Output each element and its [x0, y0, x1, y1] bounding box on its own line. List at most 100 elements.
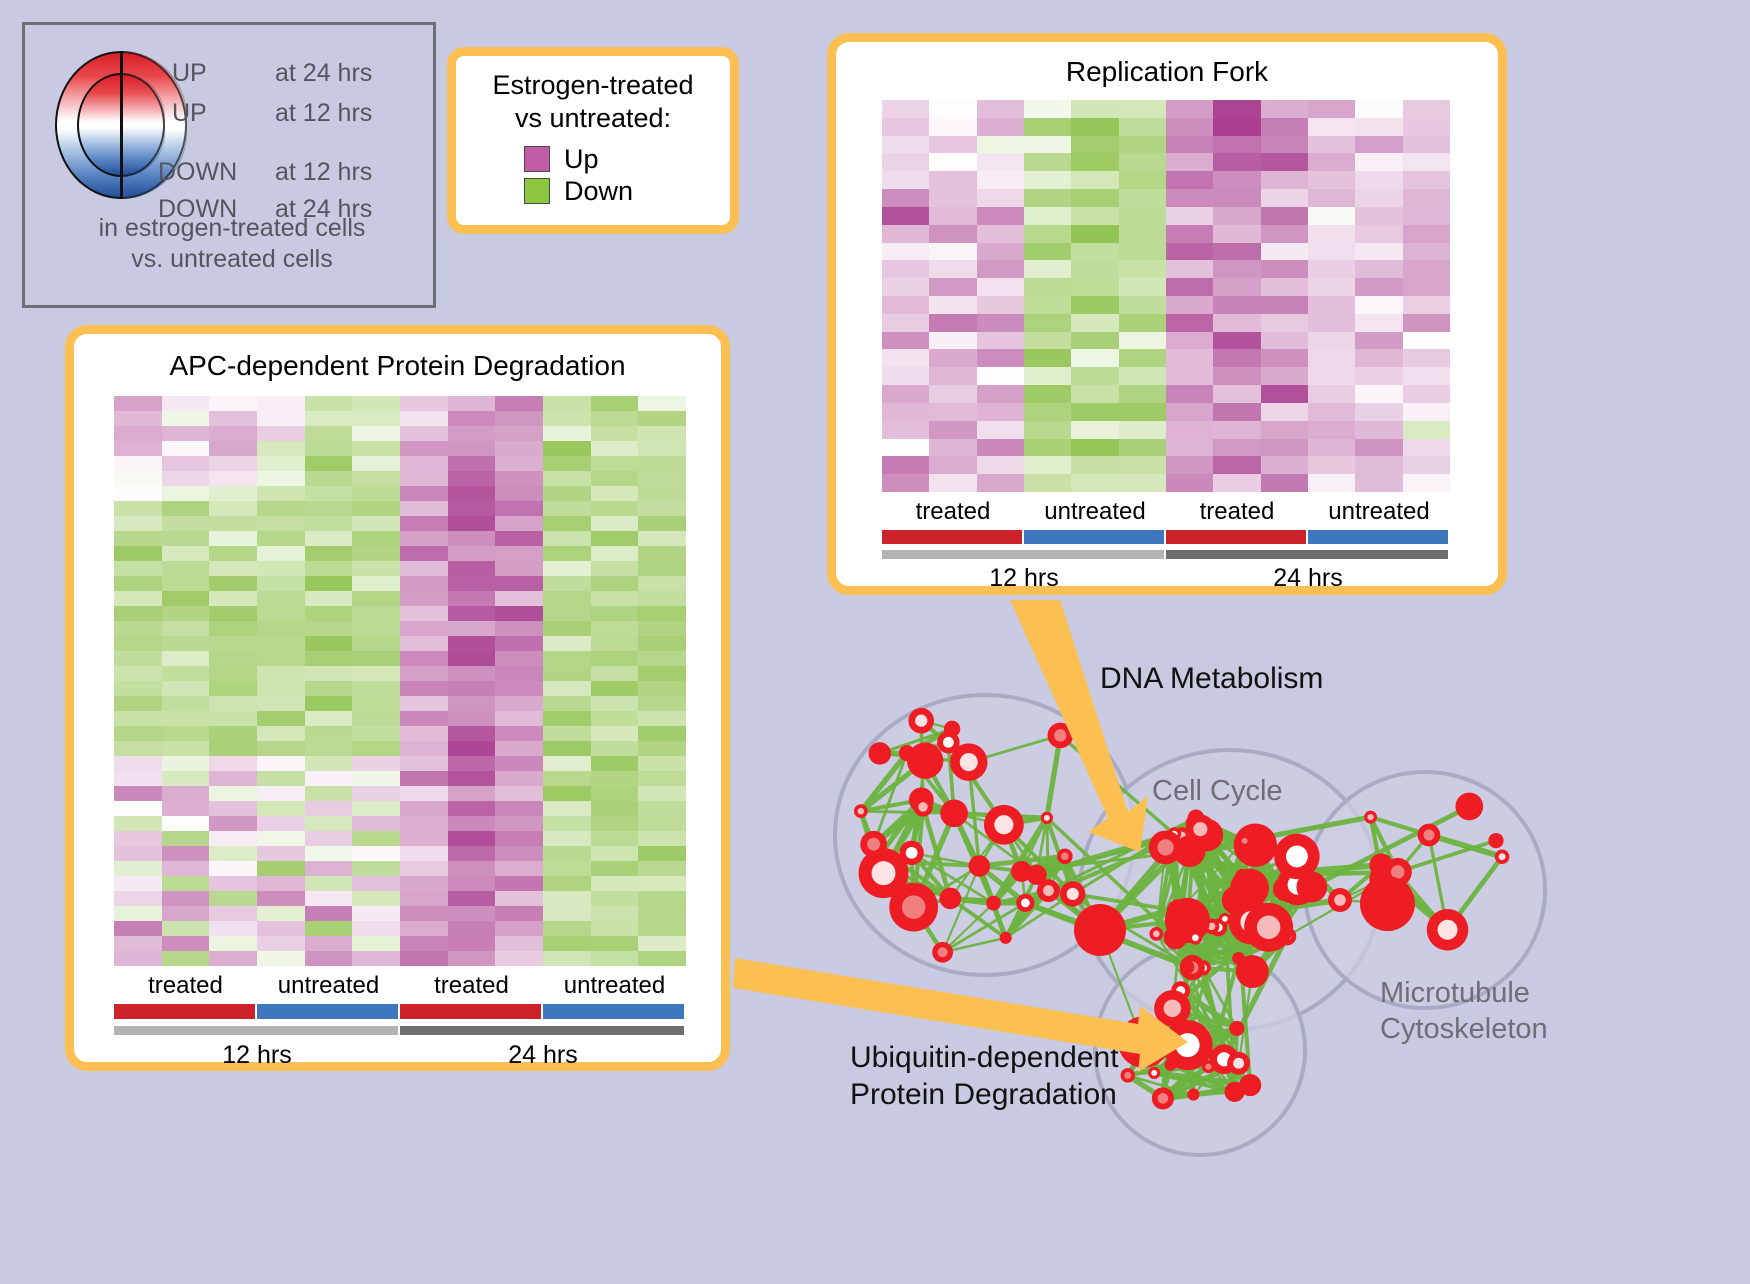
heatmap-cell	[352, 711, 400, 726]
heatmap-cell	[305, 771, 353, 786]
heatmap-cell	[591, 606, 639, 621]
heatmap-cell	[400, 606, 448, 621]
heatmap-cell	[305, 681, 353, 696]
heatmap-cell	[1308, 456, 1355, 474]
heatmap-cell	[638, 771, 686, 786]
heatmap-cell	[591, 726, 639, 741]
heatmap-cell	[882, 349, 929, 367]
heatmap-cell	[400, 396, 448, 411]
heatmap-cell	[1261, 243, 1308, 261]
heatmap-cell	[638, 471, 686, 486]
heatmap-cell	[543, 696, 591, 711]
heatmap-cell	[638, 441, 686, 456]
heatmap-cell	[495, 516, 543, 531]
heatmap-cell	[352, 786, 400, 801]
heatmap-cell	[448, 441, 496, 456]
heatmap-cell	[209, 951, 257, 966]
heatmap-cell	[591, 426, 639, 441]
heatmap-cell	[543, 681, 591, 696]
heatmap-cell	[209, 906, 257, 921]
heatmap-cell	[882, 421, 929, 439]
heatmap-cell	[1024, 439, 1071, 457]
heatmap-cell	[162, 696, 210, 711]
heatmap-cell	[591, 771, 639, 786]
heatmap-cell	[1071, 153, 1118, 171]
heatmap-cell	[1119, 153, 1166, 171]
heatmap-cell	[448, 771, 496, 786]
heatmap-cell	[400, 621, 448, 636]
heatmap-cell	[1071, 332, 1118, 350]
heatmap-cell	[400, 741, 448, 756]
heatmap-cell	[352, 681, 400, 696]
heatmap-cell	[114, 756, 162, 771]
heatmap-cell	[977, 260, 1024, 278]
heatmap-cell	[1308, 385, 1355, 403]
network-node-core	[1192, 934, 1199, 941]
heatmap-cell	[638, 531, 686, 546]
heatmap-cell	[400, 501, 448, 516]
heatmap-cell	[352, 951, 400, 966]
heatmap-cell	[1166, 153, 1213, 171]
heatmap-cell	[1119, 243, 1166, 261]
heatmap-cell	[638, 711, 686, 726]
heatmap-cell	[257, 951, 305, 966]
heatmap-cell	[1071, 349, 1118, 367]
axis-time-bar	[1166, 550, 1448, 559]
heatmap-cell	[352, 426, 400, 441]
heatmap-cell	[162, 786, 210, 801]
heatmap-cell	[1024, 349, 1071, 367]
heatmap-cell	[1403, 243, 1450, 261]
heatmap-cell	[929, 100, 976, 118]
heatmap-cell	[114, 651, 162, 666]
heatmap-cell	[591, 891, 639, 906]
heatmap-cell	[638, 801, 686, 816]
heatmap-cell	[257, 846, 305, 861]
heatmap-cell	[305, 801, 353, 816]
heatmap-cell	[495, 741, 543, 756]
heatmap-cell	[257, 771, 305, 786]
heatmap-cell	[352, 516, 400, 531]
heatmap-cell	[114, 501, 162, 516]
heatmap-cell	[448, 846, 496, 861]
heatmap-cell	[543, 846, 591, 861]
network-node	[1118, 1016, 1170, 1068]
heatmap-cell	[352, 501, 400, 516]
heatmap-cell	[1355, 439, 1402, 457]
heatmap-cell	[543, 936, 591, 951]
heatmap-cell	[591, 576, 639, 591]
heatmap-cell	[114, 591, 162, 606]
heatmap-cell	[448, 501, 496, 516]
heatmap-cell	[352, 561, 400, 576]
heatmap-cell	[162, 876, 210, 891]
heatmap-cell	[591, 846, 639, 861]
heatmap-cell	[1166, 385, 1213, 403]
heatmap-cell	[543, 621, 591, 636]
network-node-core	[1021, 898, 1030, 907]
heatmap-cell	[257, 576, 305, 591]
heatmap-cell	[591, 786, 639, 801]
heatmap-cell	[448, 636, 496, 651]
heatmap-cell	[1355, 314, 1402, 332]
heatmap-cell	[1024, 260, 1071, 278]
heatmap-cell	[114, 936, 162, 951]
heatmap-cell	[257, 486, 305, 501]
heatmap-cell	[162, 741, 210, 756]
heatmap-cell	[1119, 367, 1166, 385]
heatmap-cell	[591, 396, 639, 411]
heatmap-cell	[257, 831, 305, 846]
network-node-core	[1222, 916, 1228, 922]
legend-time-down-12: at 12 hrs	[275, 158, 372, 187]
heatmap-cell	[1308, 260, 1355, 278]
axis-group-label: untreated	[564, 972, 665, 1000]
heatmap-cell	[305, 711, 353, 726]
heatmap-cell	[1213, 100, 1260, 118]
heatmap-cell	[495, 906, 543, 921]
heatmap-cell	[209, 801, 257, 816]
network-node-core	[1043, 885, 1054, 896]
heatmap-cell	[1403, 332, 1450, 350]
network-node-core	[1367, 814, 1373, 820]
network-node-core	[994, 815, 1013, 834]
heatmap-cell	[162, 846, 210, 861]
heatmap-cell	[977, 332, 1024, 350]
